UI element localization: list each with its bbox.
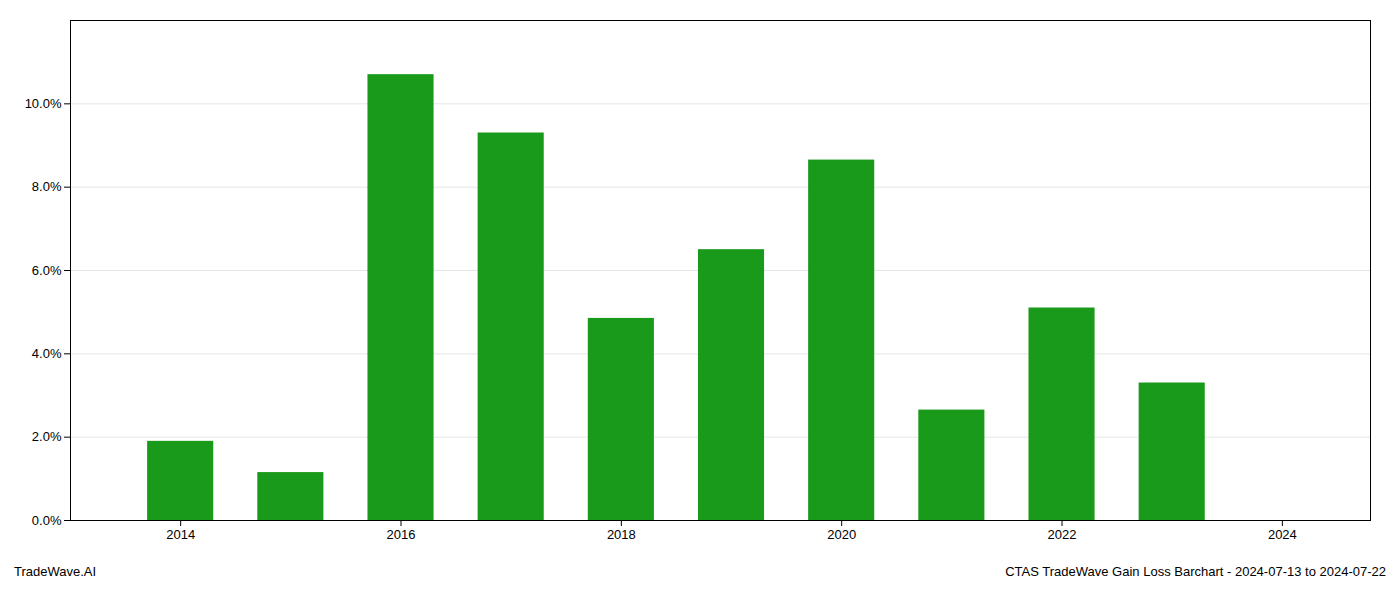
svg-text:8.0%: 8.0%: [32, 179, 62, 194]
svg-text:2022: 2022: [1048, 527, 1077, 542]
html-text:TradeWave.AI: TradeWave.AI: [14, 564, 97, 579]
svg-text:2020: 2020: [827, 527, 856, 542]
svg-text:4.0%: 4.0%: [32, 346, 62, 361]
svg-text:10.0%: 10.0%: [25, 96, 62, 111]
svg-text:2016: 2016: [387, 527, 416, 542]
svg-text:2014: 2014: [166, 527, 195, 542]
svg-text:0.0%: 0.0%: [32, 513, 62, 528]
svg-text:6.0%: 6.0%: [32, 263, 62, 278]
html-text:CTAS TradeWave Gain Loss Barch: CTAS TradeWave Gain Loss Barchart - 2024…: [1005, 564, 1386, 579]
svg-text:2024: 2024: [1268, 527, 1297, 542]
svg-text:2018: 2018: [607, 527, 636, 542]
svg-text:2.0%: 2.0%: [32, 429, 62, 444]
